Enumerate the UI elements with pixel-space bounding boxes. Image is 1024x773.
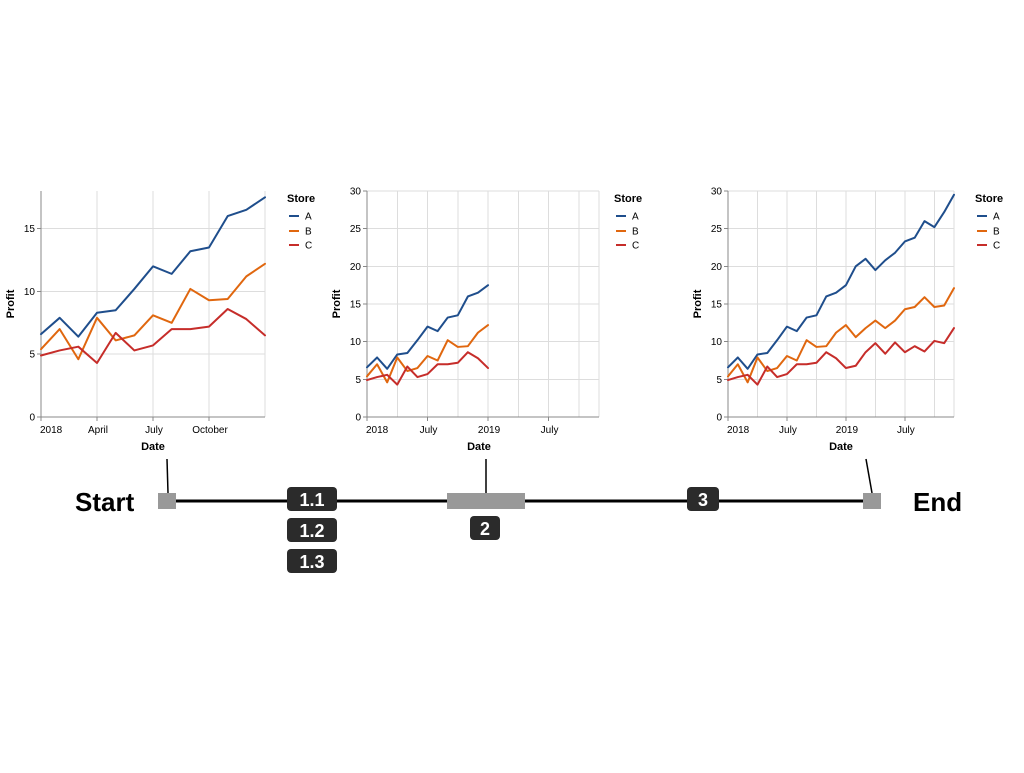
y-tick-label: 5 bbox=[29, 350, 35, 361]
y-axis-title: Profit bbox=[692, 289, 704, 318]
legend: Store A B C bbox=[287, 193, 315, 252]
y-tick-label: 20 bbox=[350, 262, 362, 273]
badge-background bbox=[287, 518, 337, 542]
legend-title: Store bbox=[287, 193, 315, 205]
y-tick-label: 0 bbox=[355, 413, 361, 424]
y-tick-label: 10 bbox=[24, 287, 36, 298]
x-tick-label: October bbox=[192, 425, 228, 436]
x-tick-label: 2018 bbox=[727, 425, 750, 436]
y-axis-title: Profit bbox=[5, 289, 17, 318]
badge-label: 2 bbox=[480, 519, 490, 539]
connector-line-chart-1 bbox=[166, 458, 169, 494]
legend-label-b: B bbox=[305, 227, 312, 238]
series-line-a bbox=[40, 196, 266, 338]
legend-label-c: C bbox=[993, 241, 1000, 252]
legend-label-a: A bbox=[632, 212, 639, 223]
y-tick-label: 5 bbox=[716, 375, 722, 386]
badge-label: 1.1 bbox=[299, 490, 324, 510]
x-axis-title: Date bbox=[829, 441, 853, 453]
legend-label-a: A bbox=[993, 212, 1000, 223]
step-badge-3[interactable]: 3 bbox=[687, 487, 719, 511]
y-tick-label: 30 bbox=[711, 187, 723, 198]
x-tick-label: July bbox=[541, 425, 559, 436]
legend-label-b: B bbox=[993, 227, 1000, 238]
legend-label-c: C bbox=[632, 241, 639, 252]
badge-background bbox=[287, 487, 337, 511]
x-tick-label: 2019 bbox=[478, 425, 501, 436]
legend-title: Store bbox=[614, 193, 642, 205]
y-tick-label: 25 bbox=[711, 224, 723, 235]
range-marker[interactable] bbox=[447, 493, 525, 509]
step-badge-1-2[interactable]: 1.2 bbox=[287, 518, 337, 542]
y-tick-label: 15 bbox=[24, 224, 36, 235]
step-badge-1-3[interactable]: 1.3 bbox=[287, 549, 337, 573]
chart-2: 0 5 10 15 20 25 30 2018 July 2019 July Date Profit… bbox=[331, 187, 642, 454]
y-tick-label: 0 bbox=[716, 413, 722, 424]
y-tick-label: 20 bbox=[711, 262, 723, 273]
series-line-c bbox=[727, 327, 955, 386]
end-label: End bbox=[913, 487, 962, 517]
end-marker[interactable] bbox=[863, 493, 881, 509]
series-line-c bbox=[366, 351, 490, 386]
series-line-a bbox=[727, 193, 955, 370]
y-tick-label: 15 bbox=[711, 300, 723, 311]
badge-background bbox=[470, 516, 500, 540]
badge-label: 1.3 bbox=[299, 552, 324, 572]
badge-background bbox=[287, 549, 337, 573]
series-line-b bbox=[727, 287, 955, 384]
legend-label-c: C bbox=[305, 241, 312, 252]
y-tick-label: 10 bbox=[350, 337, 362, 348]
legend: Store A B C bbox=[975, 193, 1003, 252]
legend: Store A B C bbox=[614, 193, 642, 252]
series-line-c bbox=[40, 308, 266, 365]
series-line-a bbox=[366, 284, 490, 370]
legend-label-a: A bbox=[305, 212, 312, 223]
x-tick-label: 2018 bbox=[40, 425, 63, 436]
x-tick-label: July bbox=[897, 425, 915, 436]
x-axis-title: Date bbox=[141, 441, 165, 453]
start-marker[interactable] bbox=[158, 493, 176, 509]
legend-title: Store bbox=[975, 193, 1003, 205]
y-tick-label: 10 bbox=[711, 337, 723, 348]
chart-3: 0 5 10 15 20 25 30 2018 July 2019 July Date Profit… bbox=[692, 187, 1003, 454]
y-axis-title: Profit bbox=[331, 289, 343, 318]
x-tick-label: April bbox=[88, 425, 108, 436]
x-tick-label: 2018 bbox=[366, 425, 389, 436]
timeline: Start End 1.1 1.2 1.3 2 3 bbox=[75, 458, 962, 573]
x-tick-label: 2019 bbox=[836, 425, 859, 436]
y-tick-label: 5 bbox=[355, 375, 361, 386]
badge-label: 1.2 bbox=[299, 521, 324, 541]
step-badge-1-1[interactable]: 1.1 bbox=[287, 487, 337, 511]
badge-background bbox=[687, 487, 719, 511]
y-tick-label: 30 bbox=[350, 187, 362, 198]
x-tick-label: July bbox=[145, 425, 163, 436]
y-tick-label: 15 bbox=[350, 300, 362, 311]
legend-label-b: B bbox=[632, 227, 639, 238]
step-badge-2[interactable]: 2 bbox=[470, 516, 500, 540]
start-label: Start bbox=[75, 487, 135, 517]
x-axis-title: Date bbox=[467, 441, 491, 453]
chart-1: 0 5 10 15 2018 April July October Date Profit S… bbox=[5, 191, 315, 453]
series-line-b bbox=[40, 262, 266, 361]
connector-line-chart-3 bbox=[865, 458, 873, 494]
x-tick-label: July bbox=[779, 425, 797, 436]
series-line-b bbox=[366, 324, 490, 384]
badge-label: 3 bbox=[698, 490, 708, 510]
y-tick-label: 25 bbox=[350, 224, 362, 235]
x-tick-label: July bbox=[420, 425, 438, 436]
y-tick-label: 0 bbox=[29, 413, 35, 424]
